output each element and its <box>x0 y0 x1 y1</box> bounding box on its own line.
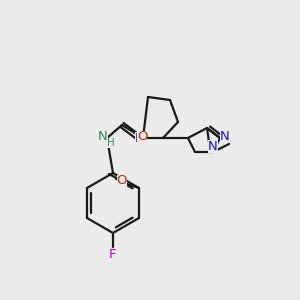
Text: N: N <box>208 140 218 152</box>
Text: N: N <box>220 130 230 142</box>
Text: O: O <box>117 175 127 188</box>
Text: H: H <box>107 138 115 148</box>
Text: O: O <box>137 130 147 143</box>
Text: N: N <box>135 131 145 145</box>
Text: N: N <box>98 130 108 143</box>
Text: F: F <box>109 248 117 262</box>
